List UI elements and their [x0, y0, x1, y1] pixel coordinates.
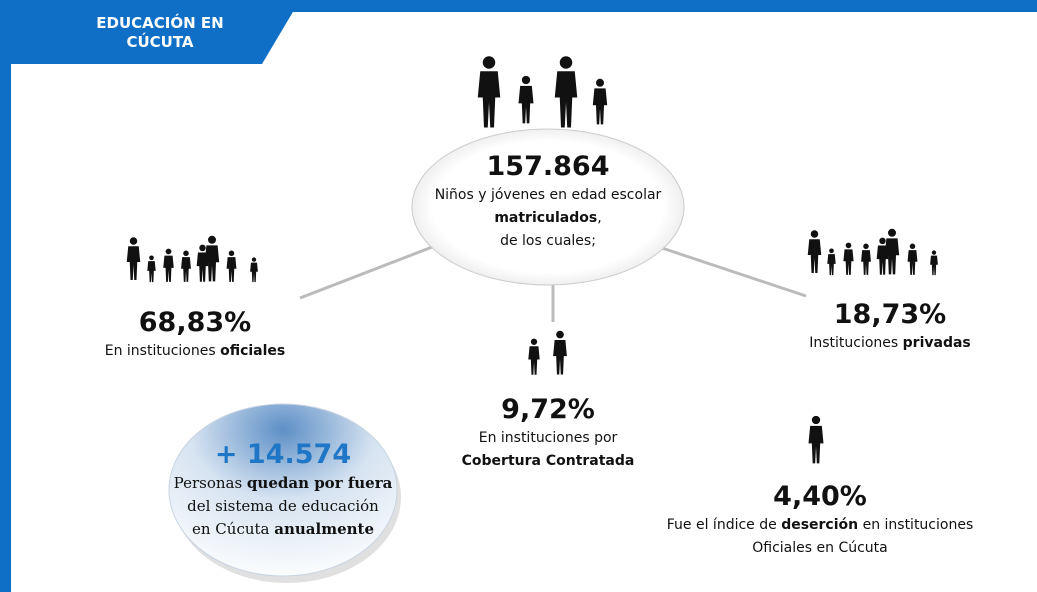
- stat-number: 18,73%: [833, 299, 947, 330]
- left-bar: [0, 0, 11, 592]
- text-line: de los cuales;: [398, 230, 698, 253]
- text-segment: en instituciones: [858, 517, 974, 533]
- text-line: Niños y jóvenes en edad escolar: [398, 184, 698, 207]
- text-segment: Niños y jóvenes en edad escolar: [434, 187, 662, 203]
- text-segment: En instituciones por: [478, 430, 618, 446]
- stat-block: 18,73% Instituciones privadas: [740, 298, 1037, 355]
- text-segment: Fue el índice de: [666, 517, 782, 533]
- text-line: Instituciones privadas: [740, 332, 1037, 355]
- text-segment: oficiales: [220, 343, 286, 359]
- header-tab: [0, 0, 300, 64]
- text-segment: anualmente: [274, 520, 374, 538]
- text-segment: deserción: [781, 517, 859, 533]
- text-line: matriculados,: [398, 207, 698, 230]
- stat-block: 68,83% En instituciones oficiales: [45, 306, 345, 363]
- text-line: En instituciones por: [398, 427, 698, 450]
- center-block: 157.864 Niños y jóvenes en edad escolar ma…: [398, 150, 698, 253]
- text-segment: Personas: [173, 474, 247, 492]
- text-segment: Cobertura Contratada: [461, 453, 635, 469]
- text-line: En instituciones oficiales: [45, 340, 345, 363]
- text-segment: privadas: [902, 335, 971, 351]
- stat-number: 157.864: [486, 151, 610, 182]
- stat-number: + 14.574: [214, 439, 352, 470]
- text-segment: de los cuales;: [500, 233, 596, 249]
- text-segment: matriculados: [494, 210, 598, 226]
- text-segment: en Cúcuta: [192, 520, 275, 538]
- text-segment: Oficiales en Cúcuta: [752, 540, 888, 556]
- text-line: Fue el índice de deserción en institucio…: [620, 514, 1020, 537]
- bubble-block: + 14.574 Personas quedan por fuera del sis…: [143, 438, 423, 541]
- text-segment: quedan por fuera: [246, 474, 393, 492]
- text-line: del sistema de educación: [143, 495, 423, 518]
- header-title: CÚCUTA: [126, 33, 194, 51]
- text-segment: ,: [597, 210, 602, 226]
- text-line: Personas quedan por fuera: [143, 472, 423, 495]
- connector: [299, 242, 441, 300]
- text-line: Cobertura Contratada: [398, 450, 698, 473]
- stat-number: 9,72%: [501, 394, 595, 425]
- header-title: EDUCACIÓN EN: [96, 14, 224, 32]
- stat-number: 4,40%: [773, 481, 867, 512]
- text-segment: En instituciones: [104, 343, 221, 359]
- text-line: en Cúcuta anualmente: [143, 518, 423, 541]
- text-segment: Instituciones: [809, 335, 903, 351]
- connector: [655, 244, 807, 298]
- text-segment: del sistema de educación: [187, 497, 379, 515]
- center-ellipse: [411, 128, 685, 286]
- text-line: Oficiales en Cúcuta: [620, 537, 1020, 560]
- stat-block: 4,40% Fue el índice de deserción en insti…: [620, 480, 1020, 560]
- stat-block: 9,72% En instituciones por Cobertura Contr…: [398, 393, 698, 473]
- stat-number: 68,83%: [138, 307, 252, 338]
- bubble: [168, 403, 398, 577]
